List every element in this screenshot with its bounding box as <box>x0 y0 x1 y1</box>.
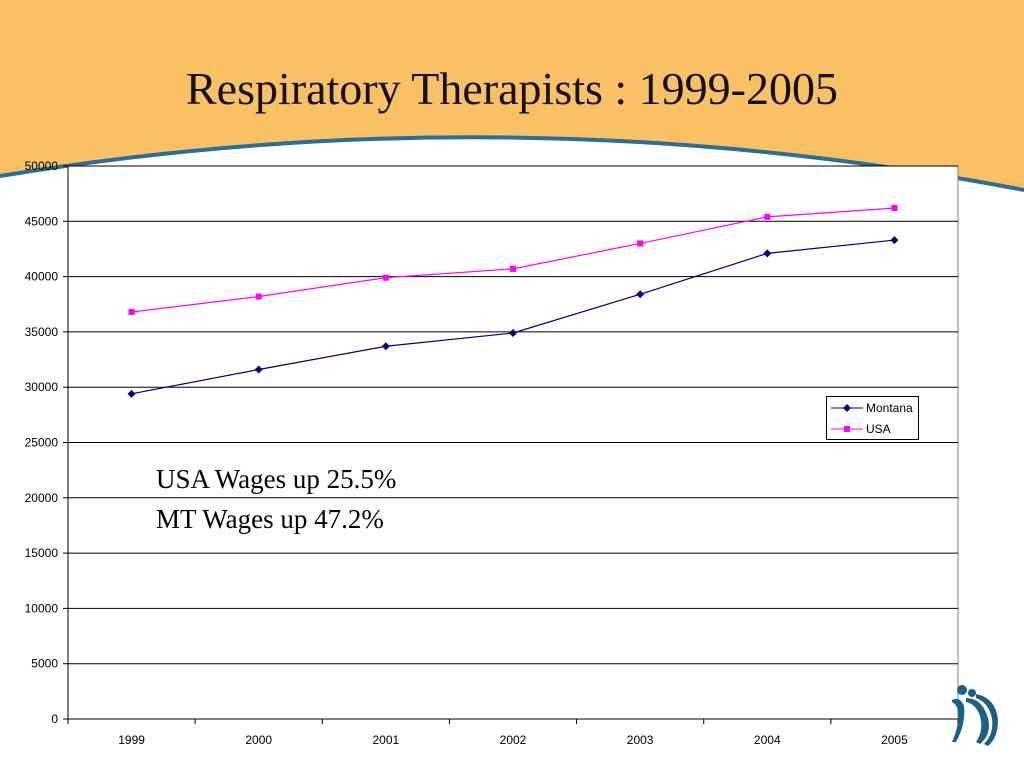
data-point-montana <box>763 249 772 258</box>
data-point-montana <box>127 389 136 398</box>
legend-swatch-montana <box>831 404 863 412</box>
y-tick-label: 50000 <box>25 159 59 173</box>
y-tick-label: 15000 <box>25 546 59 560</box>
y-tick-label: 35000 <box>25 325 59 339</box>
x-axis: 1999 2000 2001 2002 2003 2004 2005 <box>67 718 959 747</box>
y-tick-label: 30000 <box>25 380 59 394</box>
y-tick-label: 25000 <box>25 436 59 450</box>
chart-legend: Montana USA <box>826 396 919 440</box>
usa-wage-annotation: USA Wages up 25.5% <box>156 464 397 494</box>
x-tick-label: 1999 <box>118 733 145 747</box>
y-tick-label: 0 <box>51 712 58 726</box>
legend-label-usa: USA <box>866 422 891 436</box>
x-tick-label: 2003 <box>627 733 654 747</box>
legend-swatch-usa <box>831 426 863 432</box>
data-point-usa <box>128 308 135 315</box>
header-arc-line <box>0 135 1024 192</box>
legend-item-usa: USA <box>831 421 891 437</box>
legend-label-montana: Montana <box>866 401 913 415</box>
data-point-montana <box>381 342 390 351</box>
x-tick-label: 2000 <box>245 733 272 747</box>
legend-item-montana: Montana <box>831 400 913 416</box>
data-point-usa <box>891 205 898 212</box>
data-point-usa <box>510 265 516 272</box>
y-tick-label: 5000 <box>31 657 58 671</box>
y-tick-label: 40000 <box>25 270 59 284</box>
y-tick-label: 10000 <box>25 601 59 615</box>
x-tick-label: 2004 <box>754 733 781 747</box>
y-axis: 0 5000 10000 15000 20000 25000 30000 35000 40000… <box>25 159 69 726</box>
data-point-usa <box>764 213 771 220</box>
figures-logo-icon <box>952 685 998 746</box>
data-point-montana <box>890 236 899 245</box>
data-point-usa <box>382 274 389 281</box>
x-tick-label: 2005 <box>881 733 908 747</box>
header-band <box>0 0 1024 190</box>
series-group <box>127 205 899 398</box>
data-point-usa <box>255 293 262 300</box>
x-tick-label: 2002 <box>500 733 527 747</box>
data-point-montana <box>254 365 263 374</box>
mt-wage-annotation: MT Wages up 47.2% <box>156 504 384 534</box>
data-point-montana <box>509 329 517 338</box>
data-point-usa <box>637 240 644 247</box>
y-tick-label: 45000 <box>25 214 59 228</box>
slide-title: Respiratory Therapists : 1999-2005 <box>186 63 838 114</box>
data-point-montana <box>636 290 645 299</box>
x-tick-label: 2001 <box>373 733 400 747</box>
y-tick-label: 20000 <box>25 491 59 505</box>
